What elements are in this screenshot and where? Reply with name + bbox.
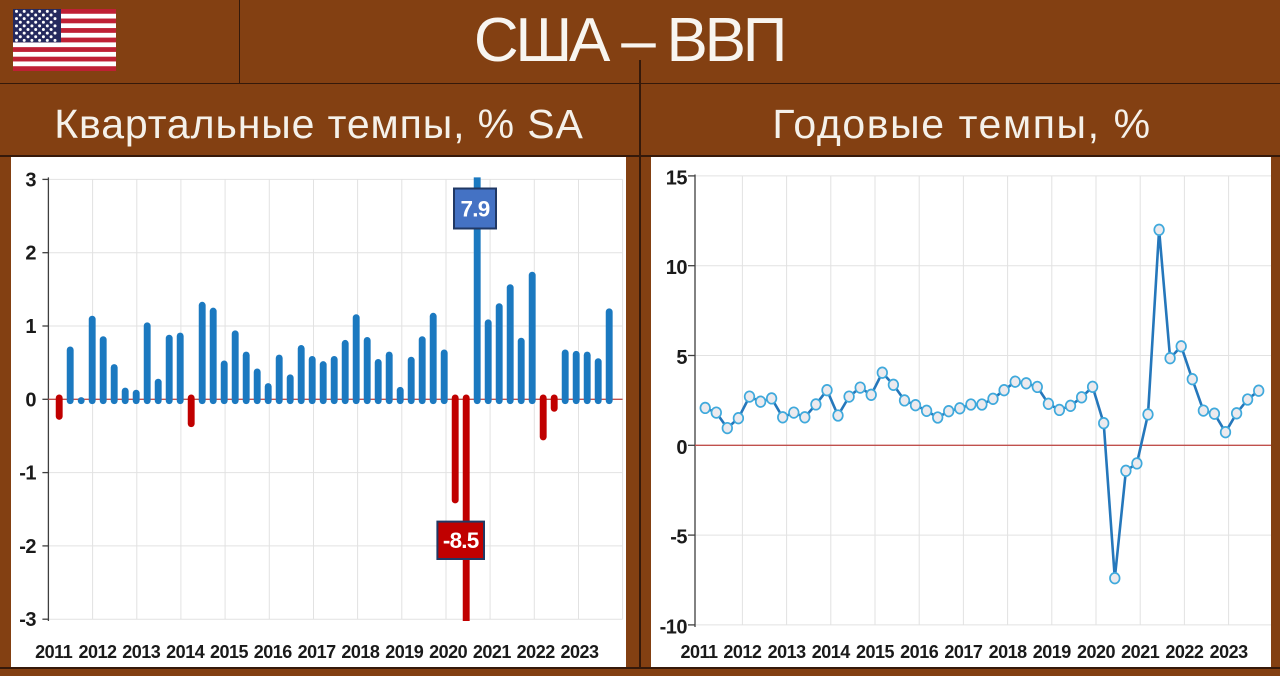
svg-text:2013: 2013 [122,642,161,662]
svg-text:2019: 2019 [1033,642,1072,662]
svg-text:-8.5: -8.5 [443,528,479,553]
svg-text:2019: 2019 [385,642,424,662]
svg-text:0: 0 [25,389,36,411]
svg-text:2014: 2014 [166,642,205,662]
svg-text:2023: 2023 [1210,642,1249,662]
svg-text:2011: 2011 [680,642,718,662]
svg-text:0: 0 [676,437,687,459]
svg-text:2013: 2013 [768,642,807,662]
svg-text:-3: -3 [19,609,36,631]
svg-text:15: 15 [666,167,688,189]
svg-text:2022: 2022 [517,642,556,662]
svg-text:-5: -5 [670,527,687,549]
svg-text:10: 10 [666,257,688,279]
svg-text:2016: 2016 [254,642,293,662]
svg-text:2012: 2012 [78,642,117,662]
svg-text:2017: 2017 [298,642,337,662]
svg-text:5: 5 [676,347,687,369]
svg-text:2017: 2017 [944,642,983,662]
svg-text:2018: 2018 [341,642,380,662]
svg-text:-10: -10 [660,616,688,638]
svg-text:2020: 2020 [429,642,468,662]
svg-text:3: 3 [25,169,36,191]
svg-text:2: 2 [25,243,36,265]
svg-text:2021: 2021 [473,642,512,662]
svg-text:2023: 2023 [560,642,599,662]
svg-text:2015: 2015 [856,642,895,662]
svg-text:2021: 2021 [1121,642,1160,662]
svg-text:7.9: 7.9 [461,197,490,222]
svg-text:-1: -1 [19,463,36,485]
svg-text:2018: 2018 [989,642,1028,662]
svg-text:2015: 2015 [210,642,249,662]
svg-text:-2: -2 [19,536,36,558]
svg-text:2011: 2011 [35,642,73,662]
svg-text:2022: 2022 [1165,642,1204,662]
svg-text:2016: 2016 [900,642,939,662]
svg-text:2012: 2012 [723,642,762,662]
svg-text:1: 1 [25,316,36,338]
svg-text:2014: 2014 [812,642,851,662]
svg-text:2020: 2020 [1077,642,1116,662]
